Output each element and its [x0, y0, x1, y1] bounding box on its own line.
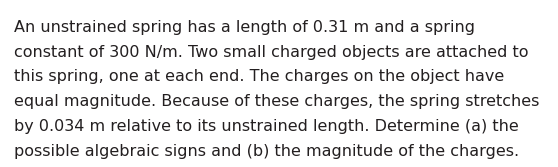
- Text: equal magnitude. Because of these charges, the spring stretches: equal magnitude. Because of these charge…: [14, 94, 540, 109]
- Text: this spring, one at each end. The charges on the object have: this spring, one at each end. The charge…: [14, 69, 504, 85]
- Text: by 0.034 m relative to its unstrained length. Determine (a) the: by 0.034 m relative to its unstrained le…: [14, 119, 519, 134]
- Text: possible algebraic signs and (b) the magnitude of the charges.: possible algebraic signs and (b) the mag…: [14, 144, 519, 159]
- Text: An unstrained spring has a length of 0.31 m and a spring: An unstrained spring has a length of 0.3…: [14, 20, 475, 35]
- Text: constant of 300 N/m. Two small charged objects are attached to: constant of 300 N/m. Two small charged o…: [14, 45, 528, 60]
